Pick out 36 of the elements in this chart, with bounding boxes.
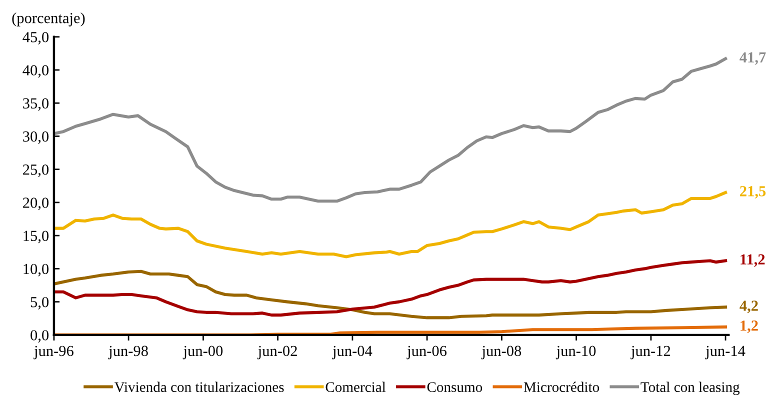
y-tick-label: 45,0 bbox=[22, 32, 49, 45]
annotation: 1,2 bbox=[740, 320, 758, 334]
x-tick-label: jun-14 bbox=[705, 346, 746, 360]
x-tick-label: jun-04 bbox=[332, 346, 372, 360]
line-series bbox=[54, 57, 728, 203]
line-series bbox=[54, 270, 728, 320]
legend-label: Vivienda con titularizaciones bbox=[114, 382, 284, 392]
x-tick-label: jun-06 bbox=[406, 346, 447, 360]
annotation: 21,5 bbox=[740, 186, 766, 199]
y-tick-label: 0,0 bbox=[30, 330, 49, 343]
line-series bbox=[54, 325, 728, 335]
x-tick-label: jun-98 bbox=[108, 346, 148, 360]
line-series bbox=[54, 259, 728, 317]
legend-label: Comercial bbox=[326, 382, 386, 392]
annotation: 41,7 bbox=[740, 52, 766, 65]
x-tick-label: jun-08 bbox=[481, 346, 522, 360]
y-tick-label: 35,0 bbox=[23, 98, 49, 111]
y-axis-title: (porcentaje) bbox=[12, 12, 85, 26]
x-tick-label: jun-96 bbox=[34, 346, 74, 360]
y-tick-label: 40,0 bbox=[22, 65, 49, 78]
x-tick-label: jun-00 bbox=[182, 346, 223, 360]
legend-label: Microcrédito bbox=[524, 382, 600, 392]
x-tick-label: jun-02 bbox=[257, 346, 297, 360]
y-tick-label: 30,0 bbox=[23, 131, 49, 144]
y-tick-label: 15,0 bbox=[24, 230, 49, 244]
x-tick-label: jun-10 bbox=[556, 346, 596, 360]
y-tick-label: 25,0 bbox=[23, 164, 49, 177]
legend-label: Total con leasing bbox=[640, 382, 740, 396]
line-series bbox=[54, 190, 728, 258]
annotation: 4,2 bbox=[740, 300, 758, 314]
x-tick-label: jun-12 bbox=[630, 346, 670, 360]
y-tick-label: 20,0 bbox=[23, 198, 49, 210]
legend-label: Consumo bbox=[427, 382, 482, 392]
y-tick-label: 5,0 bbox=[30, 296, 49, 310]
y-tick-label: 10,0 bbox=[24, 264, 49, 276]
annotation: 11,2 bbox=[740, 254, 765, 267]
